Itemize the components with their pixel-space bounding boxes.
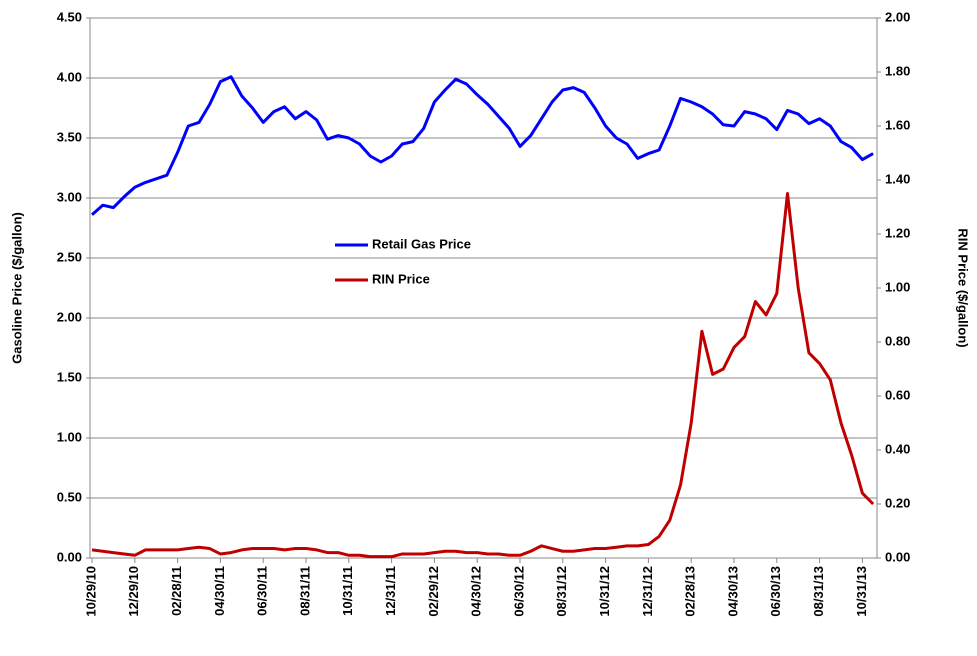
x-tick-label: 02/29/12: [426, 566, 441, 617]
x-tick-label: 08/31/12: [554, 566, 569, 617]
legend-label: Retail Gas Price: [372, 236, 471, 251]
y2-tick-label: 1.80: [885, 63, 910, 78]
series-line: [91, 192, 875, 559]
plot-frame: [89, 17, 878, 559]
x-tick-label: 02/28/11: [169, 566, 184, 616]
y2-tick-label: 0.20: [885, 495, 910, 510]
y2-tick-label: 1.20: [885, 225, 910, 240]
x-tick-label: 10/31/11: [340, 566, 355, 616]
x-tick-label: 04/30/13: [725, 566, 740, 617]
y-tick-label: 4.50: [57, 9, 82, 24]
x-tick-label: 12/29/10: [126, 566, 141, 617]
y-tick-label: 3.00: [57, 189, 82, 204]
series-line: [90, 75, 874, 216]
y-tick-label: 0.00: [57, 549, 82, 564]
y2-tick-label: 1.60: [885, 117, 910, 132]
x-tick-label: 10/31/13: [854, 566, 869, 617]
legend-label: RIN Price: [372, 271, 430, 286]
y-tick-label: 1.00: [57, 429, 82, 444]
x-tick-label: 06/30/13: [768, 566, 783, 617]
x-tick-label: 12/31/12: [640, 566, 655, 617]
x-tick-label: 08/31/13: [811, 566, 826, 617]
y2-tick-label: 0.00: [885, 549, 910, 564]
x-tick-label: 04/30/11: [212, 566, 227, 616]
y2-tick-label: 2.00: [885, 9, 910, 24]
x-tick-label: 08/31/11: [297, 566, 312, 616]
y2-tick-label: 0.80: [885, 333, 910, 348]
x-tick-label: 10/31/12: [597, 566, 612, 617]
y-tick-label: 1.50: [57, 369, 82, 384]
y-tick-label: 0.50: [57, 489, 82, 504]
x-tick-label: 10/29/10: [83, 566, 98, 617]
y-tick-label: 2.50: [57, 249, 82, 264]
y-tick-label: 3.50: [57, 129, 82, 144]
y-tick-label: 4.00: [57, 69, 82, 84]
y2-tick-label: 1.00: [885, 279, 910, 294]
y2-tick-label: 1.40: [885, 171, 910, 186]
x-tick-label: 04/30/12: [469, 566, 484, 617]
x-tick-label: 12/31/11: [383, 566, 398, 616]
x-tick-label: 02/28/13: [683, 566, 698, 617]
y-tick-label: 2.00: [57, 309, 82, 324]
y2-tick-label: 0.60: [885, 387, 910, 402]
y-axis-title: Gasoline Price ($/gallon): [9, 212, 24, 364]
y2-tick-label: 0.40: [885, 441, 910, 456]
x-tick-label: 06/30/11: [255, 566, 270, 616]
y2-axis-title: RIN Price ($/gallon): [956, 228, 971, 347]
x-tick-label: 06/30/12: [511, 566, 526, 617]
